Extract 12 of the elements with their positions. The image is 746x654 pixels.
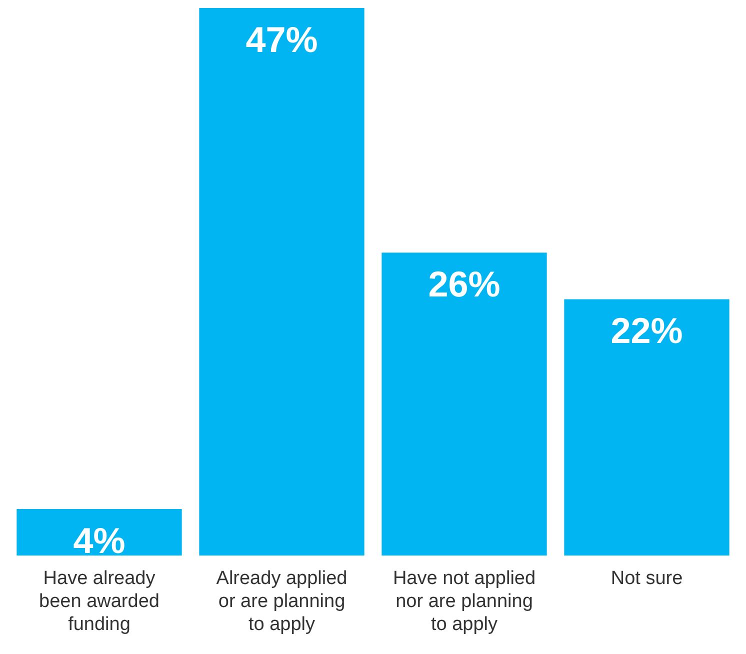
- bar: [199, 8, 364, 556]
- data-label: 22%: [610, 310, 683, 352]
- x-tick-label: Have not applied nor are planning to apply: [392, 568, 536, 635]
- data-label: 4%: [73, 520, 126, 561]
- data-label: 47%: [246, 18, 318, 60]
- x-tick-label: Not sure: [610, 568, 683, 590]
- x-tick-label: Already applied or are planning to apply: [216, 568, 348, 635]
- bar: [382, 252, 547, 556]
- bar: [564, 299, 730, 556]
- data-label: 26%: [428, 264, 500, 305]
- x-tick-label: Have already been awarded funding: [39, 568, 160, 635]
- bar: [16, 508, 182, 556]
